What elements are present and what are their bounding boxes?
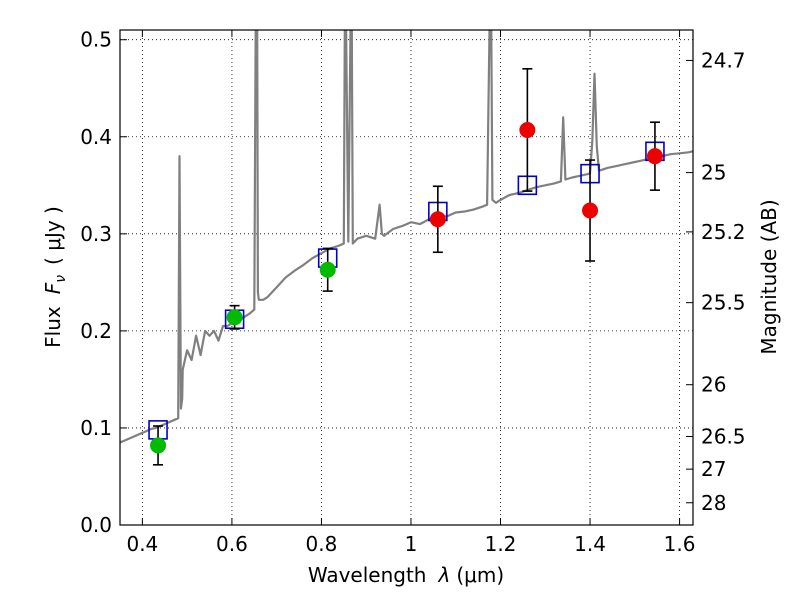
optical-data-point (226, 309, 243, 326)
y-tick-label: 0.4 (80, 125, 112, 149)
x-tick-label: 0.4 (126, 532, 158, 556)
optical-data-point (319, 261, 336, 278)
x-tick-label: 0.8 (306, 532, 338, 556)
x-tick-label: 1.4 (574, 532, 606, 556)
model-spectrum-line (120, 30, 693, 444)
y2-axis-label: Magnitude (AB) (757, 199, 781, 354)
y2-tick-label: 27 (701, 457, 726, 481)
y2-tick-label: 25.5 (701, 291, 746, 315)
y2-tick-label: 26 (701, 373, 726, 397)
x-axis-label: Wavelength λ (μm) (308, 563, 504, 587)
y2-tick-label: 24.7 (701, 48, 746, 72)
y-tick-label: 0.5 (80, 28, 112, 52)
plot-area (120, 30, 693, 466)
y-axis-label: FluxFν( μJy ) (41, 206, 69, 348)
errorbars (153, 68, 660, 466)
x-tick-label: 1.6 (664, 532, 696, 556)
observed-points (150, 121, 663, 454)
nir-data-point (646, 148, 663, 165)
y2-tick-label: 26.5 (701, 424, 746, 448)
nir-data-point (582, 202, 599, 219)
plot-frame (119, 29, 694, 526)
x-tick-label: 0.6 (216, 532, 248, 556)
nir-data-point (429, 211, 446, 228)
y-tick-label: 0.0 (80, 513, 112, 537)
y2-tick-label: 25 (701, 161, 726, 185)
y-tick-label: 0.1 (80, 416, 112, 440)
y-tick-label: 0.2 (80, 319, 112, 343)
nir-data-point (519, 121, 536, 138)
grid (120, 30, 693, 526)
axis-ticks: 0.4 0.6 0.8 1 1.2 1.4 1.6 0.0 0.1 0.2 0.3 0.4 0.5 24.… (80, 28, 745, 556)
y-tick-label: 0.3 (80, 222, 112, 246)
y2-tick-label: 25.2 (701, 220, 746, 244)
optical-data-point (150, 437, 167, 454)
y2-tick-label: 28 (701, 491, 726, 515)
x-tick-label: 1 (405, 532, 418, 556)
x-tick-label: 1.2 (485, 532, 517, 556)
